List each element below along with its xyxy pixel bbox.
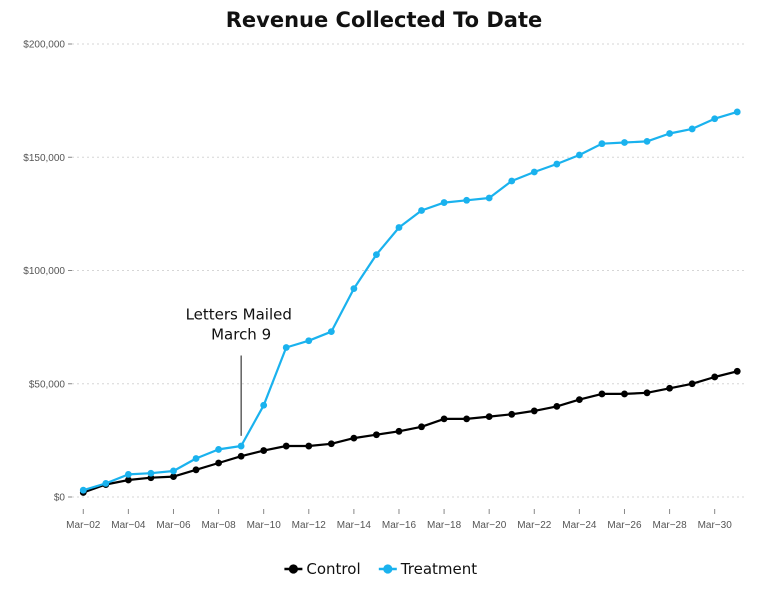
data-point-control (711, 373, 719, 381)
data-point-treatment (598, 140, 606, 148)
series-line-treatment (82, 110, 738, 492)
data-point-treatment (688, 125, 696, 133)
data-point-control (350, 434, 358, 442)
data-point-treatment (124, 470, 132, 478)
x-axis: Mar−02 Mar−04 Mar−06 Mar−08 Mar−10 Mar−12 Mar−… (66, 509, 732, 531)
data-point-treatment (508, 177, 516, 185)
data-point-treatment (350, 285, 358, 293)
data-point-treatment (733, 108, 741, 116)
data-point-treatment (79, 486, 87, 494)
series-group (79, 108, 741, 496)
data-point-control (440, 415, 448, 423)
data-point-treatment (373, 251, 380, 259)
x-tick-label: Mar−04 (111, 520, 146, 531)
x-tick-label: Mar−18 (427, 520, 462, 531)
data-point-control (282, 442, 290, 450)
grid-lines (72, 43, 744, 498)
series-control (79, 367, 741, 496)
data-point-control (485, 413, 493, 420)
data-point-control (373, 431, 380, 439)
annotation: Letters Mailed March 9 (186, 306, 297, 436)
x-tick-label: Mar−12 (292, 520, 327, 531)
data-point-treatment (305, 337, 313, 345)
y-tick-label: $0 (54, 493, 66, 504)
legend-swatch-dot (383, 564, 393, 574)
legend-swatch-dot (288, 564, 298, 574)
data-point-control (395, 427, 403, 435)
x-tick-label: Mar−20 (472, 520, 507, 531)
x-tick-label: Mar−30 (698, 520, 733, 531)
data-point-treatment (237, 442, 245, 450)
data-point-treatment (575, 151, 583, 159)
y-tick-label: $50,000 (29, 379, 66, 390)
x-tick-label: Mar−02 (66, 520, 101, 531)
data-point-control (598, 390, 606, 398)
data-point-control (575, 396, 583, 404)
annotation-label: Letters Mailed March 9 (186, 306, 297, 344)
data-point-control (553, 403, 561, 410)
x-tick-label: Mar−24 (562, 520, 597, 531)
data-point-treatment (395, 224, 403, 231)
data-point-treatment (102, 480, 110, 487)
legend: Control Treatment (284, 560, 477, 578)
data-point-control (621, 390, 628, 398)
legend-item-treatment: Treatment (378, 560, 477, 578)
data-point-control (260, 447, 268, 454)
data-point-treatment (215, 446, 222, 453)
data-point-control (688, 380, 696, 388)
data-point-control (643, 389, 651, 397)
y-tick-label: $200,000 (23, 40, 65, 51)
data-point-treatment (418, 207, 425, 214)
y-axis: $0 $50,000 $100,000 $150,000 $200,000 (23, 40, 72, 504)
legend-label: Control (306, 560, 360, 578)
y-tick-label: $100,000 (23, 266, 65, 277)
x-tick-label: Mar−26 (607, 520, 642, 531)
data-point-control (666, 384, 673, 392)
data-point-control (508, 410, 516, 418)
data-point-treatment (553, 160, 561, 168)
series-treatment (79, 108, 741, 494)
data-point-treatment (260, 401, 268, 409)
data-point-treatment (440, 199, 448, 206)
x-tick-label: Mar−22 (517, 520, 552, 531)
data-point-treatment (463, 196, 471, 204)
data-point-control (463, 415, 471, 423)
data-point-treatment (282, 344, 290, 351)
data-point-treatment (192, 455, 200, 462)
data-point-treatment (327, 328, 335, 336)
x-tick-label: Mar−28 (652, 520, 687, 531)
annotation-line-1: Letters Mailed (186, 306, 292, 324)
x-tick-label: Mar−08 (201, 520, 236, 531)
y-tick-label: $150,000 (23, 153, 65, 164)
data-point-treatment (711, 115, 719, 123)
data-point-treatment (643, 137, 651, 145)
x-tick-label: Mar−06 (156, 520, 191, 531)
data-point-control (215, 459, 222, 467)
data-point-treatment (147, 469, 155, 477)
chart-title: Revenue Collected To Date (226, 8, 543, 32)
data-point-control (170, 473, 177, 481)
data-point-treatment (170, 467, 177, 475)
data-point-control (530, 407, 538, 415)
x-tick-label: Mar−10 (247, 520, 282, 531)
series-line-control (82, 370, 738, 494)
legend-label: Treatment (400, 560, 477, 578)
data-point-control (237, 452, 245, 460)
data-point-treatment (666, 130, 673, 137)
data-point-control (124, 476, 132, 484)
legend-item-control: Control (284, 560, 361, 578)
data-point-treatment (621, 139, 628, 146)
x-tick-label: Mar−14 (337, 520, 372, 531)
data-point-control (418, 423, 425, 431)
data-point-control (327, 440, 335, 448)
x-tick-label: Mar−16 (382, 520, 417, 531)
annotation-line-2: March 9 (211, 326, 271, 344)
data-point-control (305, 442, 313, 450)
data-point-treatment (530, 168, 538, 176)
data-point-control (733, 367, 741, 375)
data-point-control (192, 466, 200, 474)
data-point-treatment (485, 194, 493, 202)
